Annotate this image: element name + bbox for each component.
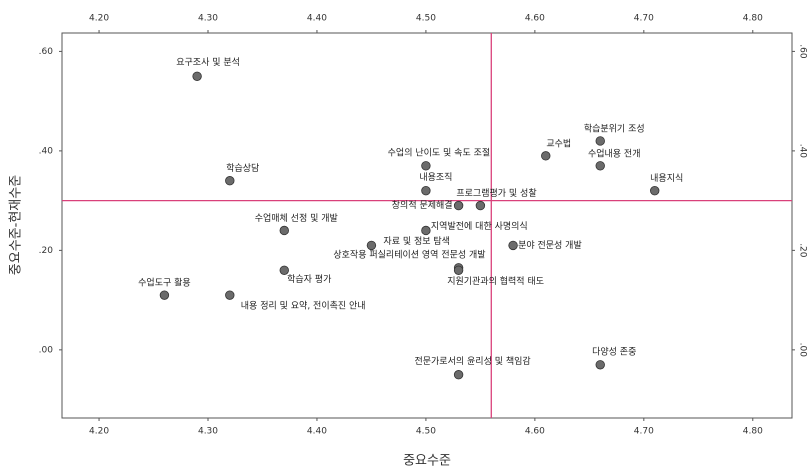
point xyxy=(159,290,170,300)
point xyxy=(453,370,464,380)
point-label: 요구조사 및 분석 xyxy=(176,56,240,68)
point-label: 교수법 xyxy=(546,138,571,149)
y-tick-label-right: .00 xyxy=(798,343,808,358)
point-label: 내용 정리 및 요약, 전이촉진 안내 xyxy=(241,300,366,312)
x-tick-label: 4.40 xyxy=(307,427,327,437)
x-tick-label-top: 4.20 xyxy=(89,14,109,24)
x-tick-label: 4.80 xyxy=(743,427,763,437)
point xyxy=(421,161,431,171)
point-label: 전문가로서의 윤리성 및 책임감 xyxy=(414,355,530,367)
point xyxy=(421,225,431,236)
y-tick-label-right: .20 xyxy=(798,243,808,258)
point xyxy=(475,200,486,211)
point-label: 수업도구 활용 xyxy=(138,277,191,289)
x-tick-label-top: 4.40 xyxy=(307,14,327,24)
point xyxy=(225,290,235,300)
point xyxy=(650,185,660,196)
point xyxy=(595,161,605,171)
point xyxy=(279,225,289,236)
x-tick-label-top: 4.60 xyxy=(525,14,545,24)
x-tick-label: 4.20 xyxy=(89,427,109,437)
point-label: 프로그램평가 및 성찰 xyxy=(456,187,536,199)
point xyxy=(366,240,377,251)
y-tick-label: .00 xyxy=(39,345,54,355)
point xyxy=(279,265,289,275)
point-label: 수업의 난이도 및 속도 조절 xyxy=(388,146,491,158)
point-label: 상호작용 퍼실리테이션 영역 전문성 개발 xyxy=(333,249,485,260)
point-label: 내용조직 xyxy=(419,172,452,183)
point-label: 지역발전에 대한 사명의식 xyxy=(431,221,528,232)
point xyxy=(192,71,202,81)
x-tick-label-top: 4.30 xyxy=(198,14,218,24)
point-label: 수업내용 전개 xyxy=(588,148,641,159)
x-tick-label-top: 4.70 xyxy=(634,14,654,24)
point xyxy=(421,185,431,196)
x-tick-label: 4.70 xyxy=(634,427,654,437)
x-tick-label: 4.30 xyxy=(198,427,218,437)
y-tick-label-right: .60 xyxy=(798,44,808,59)
point-label: 수업매체 선정 및 개발 xyxy=(255,212,338,224)
point-label: 창의적 문제해결 xyxy=(392,199,453,211)
point-label: 자료 및 정보 탐색 xyxy=(383,235,450,247)
point xyxy=(595,360,605,370)
point xyxy=(595,136,605,146)
y-tick-label: .60 xyxy=(39,47,54,57)
point-label: 학습분위기 조성 xyxy=(584,123,645,134)
point-label: 분야 전문성 개발 xyxy=(518,240,582,251)
x-tick-label-top: 4.50 xyxy=(416,14,436,24)
point xyxy=(453,265,464,275)
y-tick-label: .20 xyxy=(39,246,54,256)
point xyxy=(453,200,464,211)
x-axis-title: 중요수준 xyxy=(403,454,451,469)
point-label: 학습자 평가 xyxy=(287,274,331,285)
plot-area xyxy=(61,32,793,419)
x-tick-label: 4.50 xyxy=(416,427,436,437)
x-tick-label: 4.60 xyxy=(525,427,545,437)
y-tick-label-right: .40 xyxy=(798,144,808,159)
point-label: 내용지식 xyxy=(650,173,683,184)
y-tick-label: .40 xyxy=(39,146,54,156)
y-axis-title: 중요수준-현재수준 xyxy=(9,175,24,275)
point-label: 다양성 존중 xyxy=(592,346,636,357)
point xyxy=(225,176,235,186)
point-label: 학습상담 xyxy=(226,162,259,174)
point-label: 지원기관과의 협력적 태도 xyxy=(447,275,544,287)
x-tick-label-top: 4.80 xyxy=(743,14,763,24)
point xyxy=(541,151,551,161)
point xyxy=(508,240,518,251)
